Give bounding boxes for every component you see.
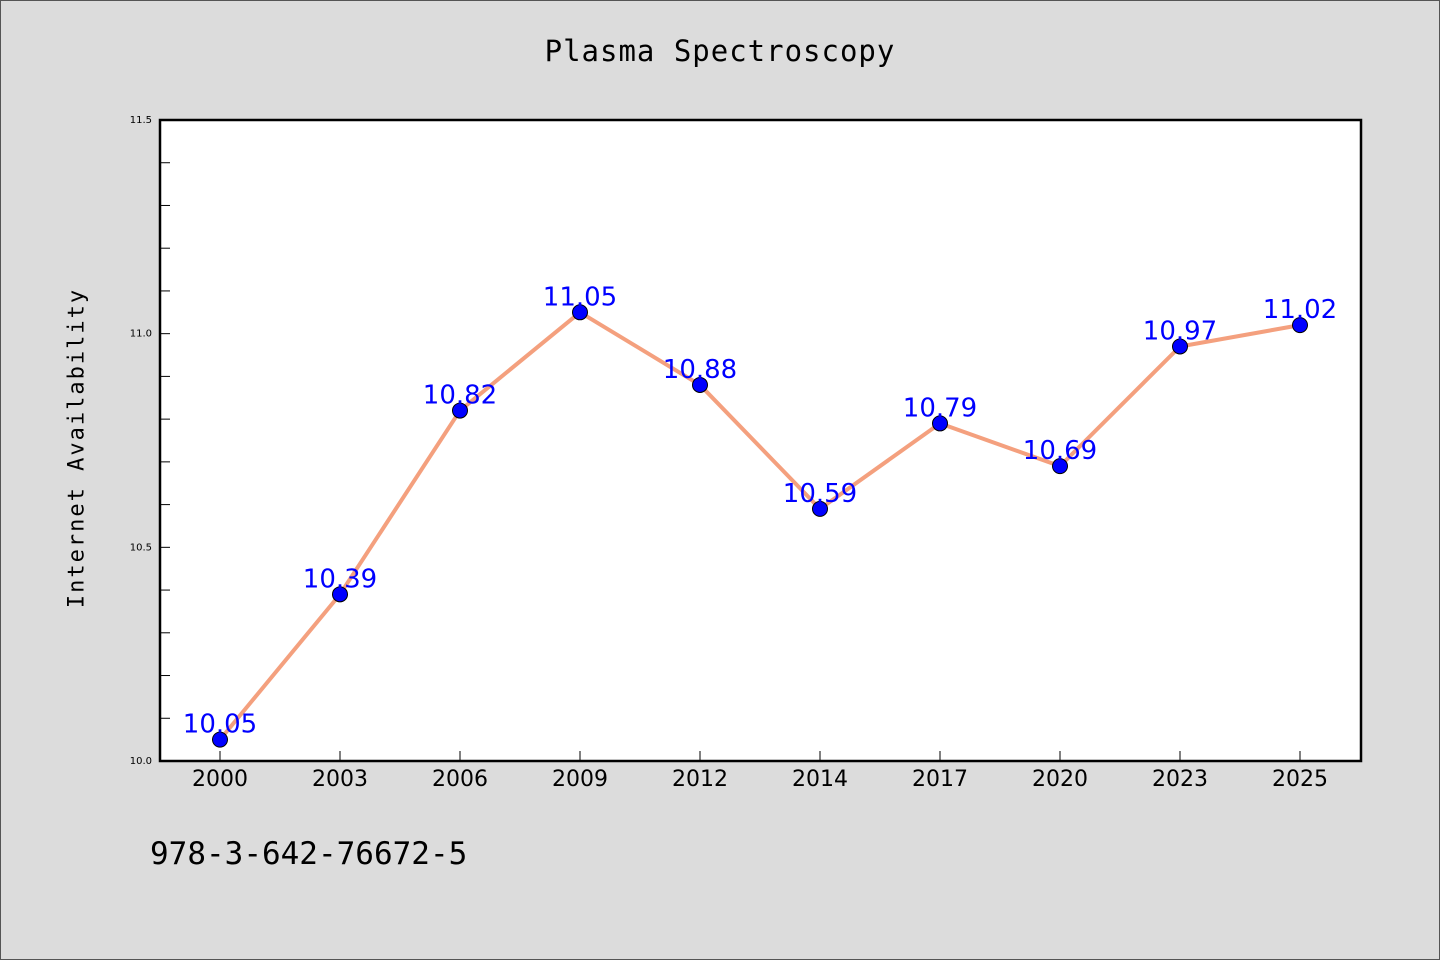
data-point [1052, 458, 1068, 475]
chart-title: Plasma Spectroscopy [544, 34, 896, 68]
data-point [692, 376, 708, 393]
y-tick-label: 11.0 [130, 329, 152, 340]
y-tick-label: 10.0 [130, 756, 152, 767]
x-tick-label: 2006 [432, 767, 488, 792]
data-point [332, 586, 348, 603]
x-tick-label: 2000 [192, 767, 248, 792]
data-point [452, 402, 468, 419]
data-point [812, 500, 828, 517]
data-label: 10.82 [423, 381, 497, 411]
x-tick-label: 2025 [1272, 767, 1328, 792]
x-tick-label: 2014 [792, 767, 848, 792]
plot-border [158, 118, 1363, 763]
data-point [1292, 317, 1308, 334]
data-label: 10.79 [903, 393, 977, 423]
data-label: 10.39 [303, 564, 377, 594]
plot-area [160, 120, 1361, 761]
y-tick-label: 10.5 [130, 542, 152, 553]
data-label: 10.69 [1023, 436, 1097, 466]
data-label: 10.97 [1143, 316, 1217, 346]
data-point [572, 304, 588, 321]
x-tick-label: 2023 [1152, 767, 1208, 792]
x-tick-label: 2012 [672, 767, 728, 792]
data-point [212, 731, 228, 748]
data-point [932, 415, 948, 432]
data-point [1172, 338, 1188, 355]
isbn-text: 978-3-642-76672-5 [150, 836, 468, 872]
x-tick-label: 2003 [312, 767, 368, 792]
data-label: 10.88 [663, 355, 737, 385]
data-label: 11.05 [543, 282, 617, 312]
data-label: 11.02 [1263, 295, 1337, 325]
data-label: 10.59 [783, 479, 857, 509]
series-line [218, 310, 1302, 742]
data-label: 10.05 [183, 710, 257, 740]
x-tick-label: 2009 [552, 767, 608, 792]
y-tick-label: 11.5 [130, 115, 152, 126]
x-tick-label: 2020 [1032, 767, 1088, 792]
x-tick-label: 2017 [912, 767, 968, 792]
